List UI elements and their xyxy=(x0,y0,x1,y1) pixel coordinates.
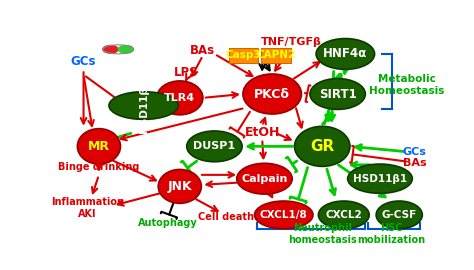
Ellipse shape xyxy=(118,45,134,54)
Text: Calpain: Calpain xyxy=(241,174,288,184)
FancyBboxPatch shape xyxy=(261,48,291,63)
Ellipse shape xyxy=(316,39,374,69)
Text: JNK: JNK xyxy=(167,180,192,193)
Text: TNF/TGFβ: TNF/TGFβ xyxy=(261,37,322,47)
Ellipse shape xyxy=(319,201,369,229)
Text: Inflammation
AKI: Inflammation AKI xyxy=(51,197,124,219)
Ellipse shape xyxy=(187,131,242,162)
Text: HNF4α: HNF4α xyxy=(323,48,367,60)
Text: TLR4: TLR4 xyxy=(164,93,195,103)
Text: HSC
mobilization: HSC mobilization xyxy=(357,223,426,245)
Text: PKCδ: PKCδ xyxy=(254,87,290,100)
Text: GCs: GCs xyxy=(403,147,427,157)
Ellipse shape xyxy=(102,45,119,54)
Ellipse shape xyxy=(376,201,422,229)
Text: Autophagy: Autophagy xyxy=(138,218,198,228)
Text: CXCL1/8: CXCL1/8 xyxy=(260,210,308,220)
Ellipse shape xyxy=(109,92,178,119)
Text: BAs: BAs xyxy=(403,158,427,168)
Text: Casp3: Casp3 xyxy=(226,50,262,60)
Text: Binge drinking: Binge drinking xyxy=(58,162,140,172)
Ellipse shape xyxy=(77,129,120,164)
Text: EtOH: EtOH xyxy=(245,126,280,139)
Text: GR: GR xyxy=(310,139,334,154)
Text: DUSP1: DUSP1 xyxy=(193,141,236,151)
Text: SIRT1: SIRT1 xyxy=(319,87,356,100)
Text: GCs: GCs xyxy=(71,55,96,68)
Ellipse shape xyxy=(157,81,203,115)
Ellipse shape xyxy=(237,163,292,194)
Text: Metabolic
Homeostasis: Metabolic Homeostasis xyxy=(369,74,445,96)
Text: CAPN2: CAPN2 xyxy=(256,50,296,60)
Text: G-CSF: G-CSF xyxy=(382,210,417,220)
Text: LPS: LPS xyxy=(173,66,198,79)
Ellipse shape xyxy=(310,79,365,109)
Ellipse shape xyxy=(243,74,301,114)
Text: BAs: BAs xyxy=(191,44,216,57)
Ellipse shape xyxy=(294,126,350,166)
FancyBboxPatch shape xyxy=(229,48,258,63)
Text: HSD11β1: HSD11β1 xyxy=(353,174,407,184)
Ellipse shape xyxy=(347,164,412,193)
Ellipse shape xyxy=(158,170,201,203)
Text: Cell death: Cell death xyxy=(198,212,254,222)
Ellipse shape xyxy=(255,201,313,229)
Text: HSD11β2: HSD11β2 xyxy=(138,79,148,133)
Text: MR: MR xyxy=(88,140,110,153)
Text: Neutrophil
homeostasis: Neutrophil homeostasis xyxy=(288,223,356,245)
Text: CXCL2: CXCL2 xyxy=(326,210,362,220)
